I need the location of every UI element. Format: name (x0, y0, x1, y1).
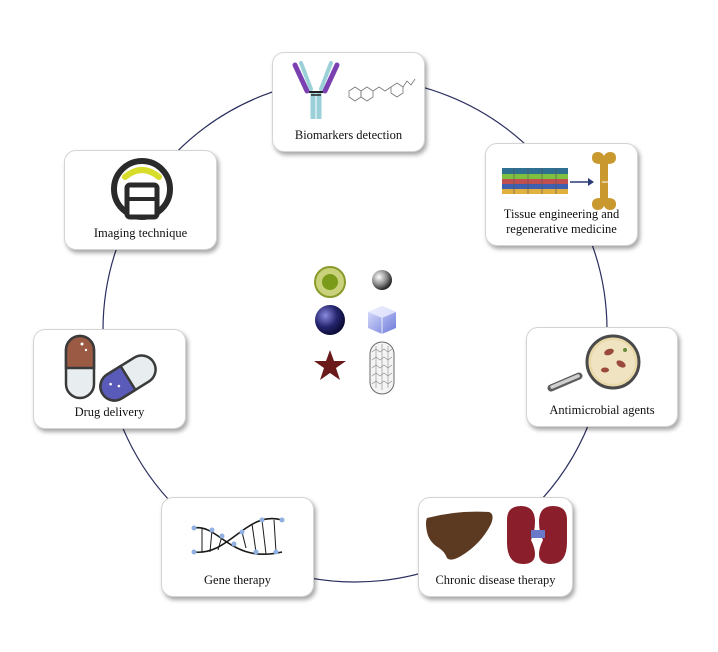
card-gene-therapy: Gene therapy (161, 497, 314, 597)
liver-kidney-icon (426, 506, 567, 564)
card-label: Drug delivery (74, 405, 145, 419)
star-nanoparticle-icon (314, 350, 346, 380)
capsules-icon (64, 334, 157, 402)
card-antimicrobial-agents: Antimicrobial agents (526, 327, 678, 427)
card-imaging-technique: Imaging technique (64, 150, 217, 250)
card-label: Biomarkers detection (294, 128, 403, 142)
card-drug-delivery: Drug delivery (33, 329, 186, 429)
card-tissue-engineering: Tissue engineering and regenerative medi… (485, 143, 638, 246)
antibody-molecule-icon (292, 61, 416, 119)
card-label: Chronic disease therapy (435, 573, 556, 587)
core-shell-sphere-icon (314, 266, 346, 298)
nanotube-icon (369, 341, 395, 395)
card-label: Antimicrobial agents (549, 403, 655, 417)
center-nanoparticles-group (314, 266, 396, 395)
card-biomarkers-detection: Biomarkers detection (272, 52, 425, 152)
magnifier-bacteria-icon (547, 334, 641, 392)
mri-scanner-icon (111, 158, 173, 220)
metal-sphere-icon (372, 270, 392, 290)
tissue-scaffold-bone-icon (502, 152, 616, 210)
card-label: Gene therapy (204, 573, 271, 587)
dark-blue-sphere-icon (315, 305, 345, 335)
card-label: Tissue engineering and regenerative medi… (503, 207, 620, 236)
dna-helix-icon (191, 517, 285, 555)
card-label: Imaging technique (93, 226, 188, 240)
card-chronic-disease-therapy: Chronic disease therapy (418, 497, 573, 597)
nanocube-icon (368, 306, 396, 334)
